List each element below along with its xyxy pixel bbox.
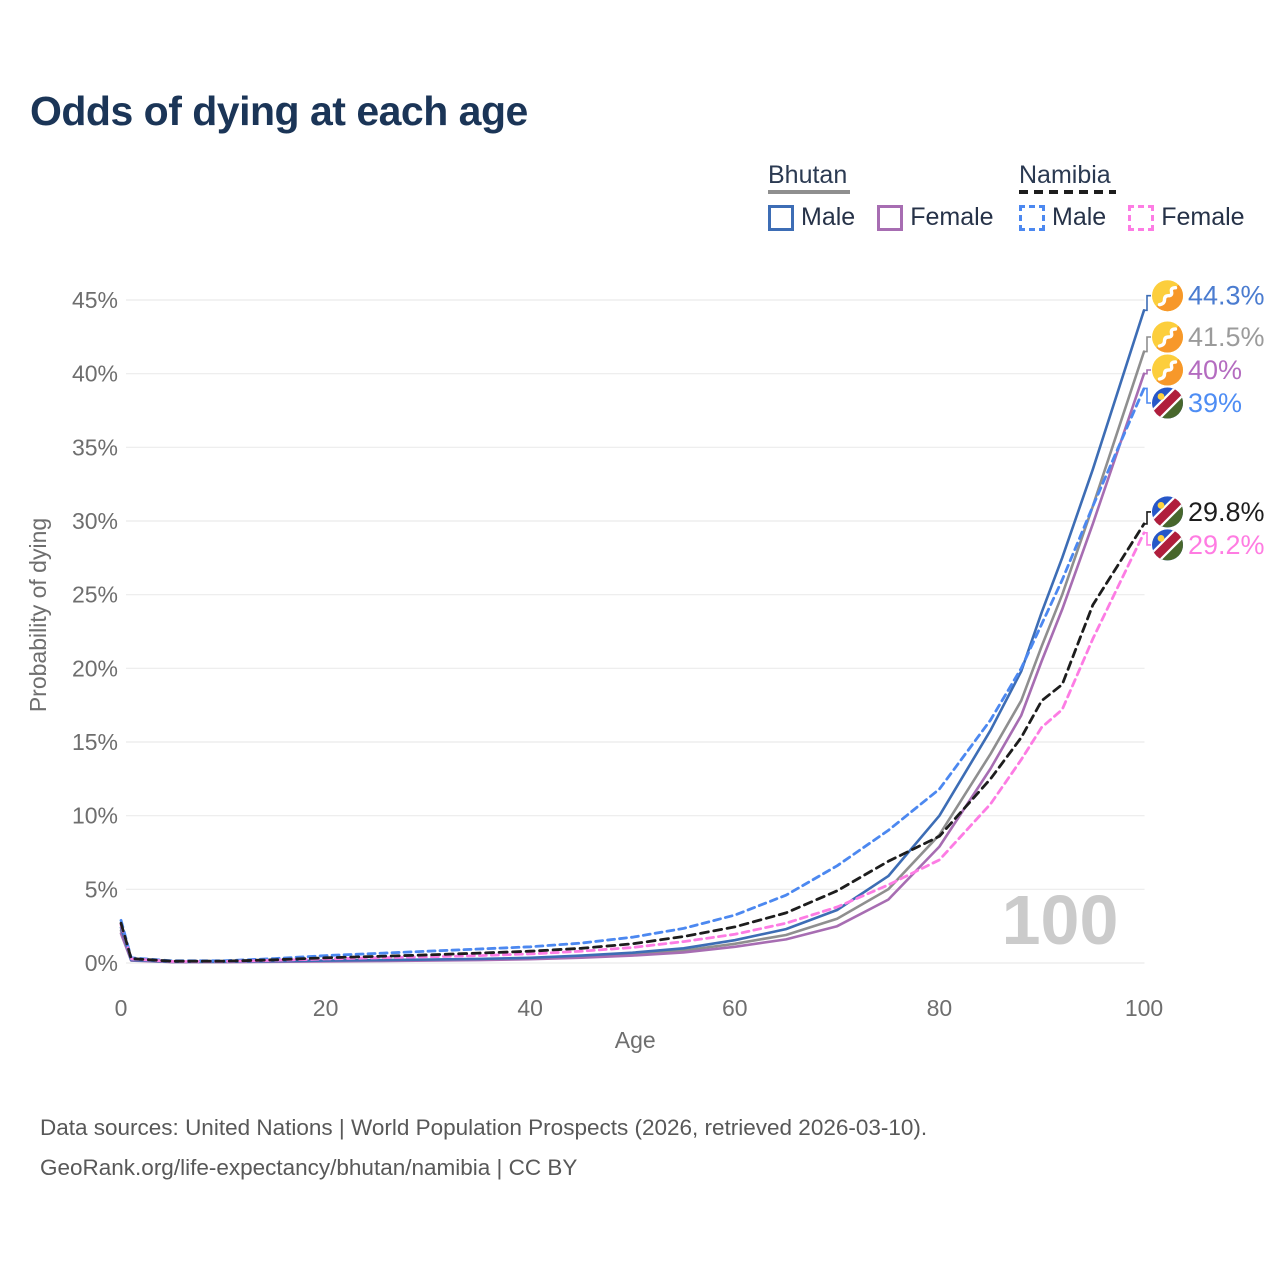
legend-country-bhutan[interactable]: Bhutan <box>768 161 848 189</box>
x-tick-label-0: 0 <box>115 995 128 1021</box>
legend-group-namibia: Namibia Male Female <box>1019 162 1245 232</box>
end-label-bhutan-male: 44.3% <box>1188 281 1265 311</box>
footer: Data sources: United Nations | World Pop… <box>40 1108 927 1188</box>
namibia-flag-sun <box>1157 535 1165 542</box>
bhutan-flag-dragon <box>1157 327 1178 348</box>
y-tick-label-35: 35% <box>72 434 118 460</box>
legend-label-namibia-male: Male <box>1052 203 1107 231</box>
end-label-namibia-female: 29.2% <box>1188 530 1265 560</box>
bhutan-flag-dragon <box>1157 286 1178 307</box>
footer-data-sources: Data sources: United Nations | World Pop… <box>40 1115 928 1140</box>
namibia-flag-red-band <box>1152 387 1183 419</box>
series-line-bhutan-all[interactable] <box>119 350 1146 964</box>
age-indicator-watermark: 100 <box>1002 881 1119 959</box>
y-tick-label-40: 40% <box>72 361 118 387</box>
legend-item-namibia-female[interactable]: Female <box>1128 203 1245 232</box>
end-label-bhutan-all: 41.5% <box>1188 322 1265 352</box>
namibia-flag-icon <box>1152 496 1183 528</box>
namibia-flag-sun <box>1157 393 1165 400</box>
bhutan-flag-art <box>1152 354 1183 386</box>
series-line-bhutan-male[interactable] <box>119 309 1146 964</box>
namibia-flag-icon <box>1152 387 1183 419</box>
y-tick-label-10: 10% <box>72 803 118 829</box>
namibia-flag-art <box>1152 496 1183 528</box>
legend-label-bhutan-male: Male <box>801 203 856 231</box>
y-tick-label-5: 5% <box>85 876 118 902</box>
legend-swatch-bhutan-male <box>768 204 794 231</box>
end-label-connector-namibia-male <box>1144 387 1151 404</box>
x-axis-title: Age <box>615 1027 656 1053</box>
namibia-flag-art <box>1152 387 1183 419</box>
end-label-connector-bhutan-female <box>1144 369 1151 375</box>
namibia-flag-sun <box>1157 502 1165 509</box>
y-tick-label-20: 20% <box>72 655 118 681</box>
series-line-namibia-male[interactable] <box>119 387 1146 963</box>
bhutan-flag-icon <box>1152 321 1183 353</box>
chart-title: Odds of dying at each age <box>30 88 528 134</box>
x-tick-label-20: 20 <box>313 995 339 1021</box>
series-line-namibia-all[interactable] <box>119 522 1146 963</box>
y-tick-label-0: 0% <box>85 950 118 976</box>
legend-item-namibia-male[interactable]: Male <box>1019 203 1106 232</box>
legend-line-sample-bhutan <box>768 190 850 194</box>
bhutan-flag-art <box>1152 280 1183 312</box>
legend-item-bhutan-male[interactable]: Male <box>768 203 855 232</box>
legend: Bhutan Male Female Namibia Male <box>0 162 1280 242</box>
series-line-namibia-female[interactable] <box>119 531 1146 963</box>
legend-label-namibia-female: Female <box>1161 203 1245 231</box>
end-label-connector-bhutan-male <box>1144 294 1151 312</box>
legend-swatch-bhutan-female <box>877 204 904 231</box>
end-label-namibia-all: 29.8% <box>1188 497 1265 527</box>
end-label-namibia-male: 39% <box>1188 388 1242 418</box>
namibia-flag-red-band <box>1152 496 1183 528</box>
namibia-flag-art <box>1152 529 1183 561</box>
x-tick-label-60: 60 <box>722 995 748 1021</box>
y-axis-title: Probability of dying <box>25 518 51 712</box>
y-tick-label-15: 15% <box>72 729 118 755</box>
bhutan-flag-art <box>1152 321 1183 353</box>
namibia-flag-red-band <box>1152 529 1183 561</box>
x-tick-label-100: 100 <box>1125 995 1163 1021</box>
legend-line-sample-namibia <box>1019 190 1116 194</box>
legend-label-bhutan-female: Female <box>910 203 994 231</box>
legend-swatch-namibia-female <box>1128 204 1155 231</box>
y-tick-label-30: 30% <box>72 508 118 534</box>
namibia-flag-icon <box>1152 529 1183 561</box>
end-label-connector-namibia-all <box>1144 511 1151 525</box>
legend-group-bhutan: Bhutan Male Female <box>768 162 994 232</box>
x-tick-label-80: 80 <box>927 995 953 1021</box>
y-tick-label-45: 45% <box>72 287 118 313</box>
bhutan-flag-icon <box>1152 280 1183 312</box>
bhutan-flag-icon <box>1152 354 1183 386</box>
legend-swatch-namibia-male <box>1019 204 1045 231</box>
legend-item-bhutan-female[interactable]: Female <box>877 203 994 232</box>
end-label-connector-bhutan-all <box>1144 336 1151 353</box>
footer-attribution: GeoRank.org/life-expectancy/bhutan/namib… <box>40 1155 578 1180</box>
line-chart-canvas: 100 0% 5% 10% 15% 20% 25% 30% 35% 40% 45% 0 20 40 60 80… <box>25 280 1265 1053</box>
legend-country-namibia[interactable]: Namibia <box>1019 161 1111 189</box>
bhutan-flag-dragon <box>1157 360 1178 381</box>
end-label-bhutan-female: 40% <box>1188 355 1242 385</box>
y-tick-label-25: 25% <box>72 582 118 608</box>
x-tick-label-40: 40 <box>517 995 543 1021</box>
end-label-connector-namibia-female <box>1144 532 1151 546</box>
